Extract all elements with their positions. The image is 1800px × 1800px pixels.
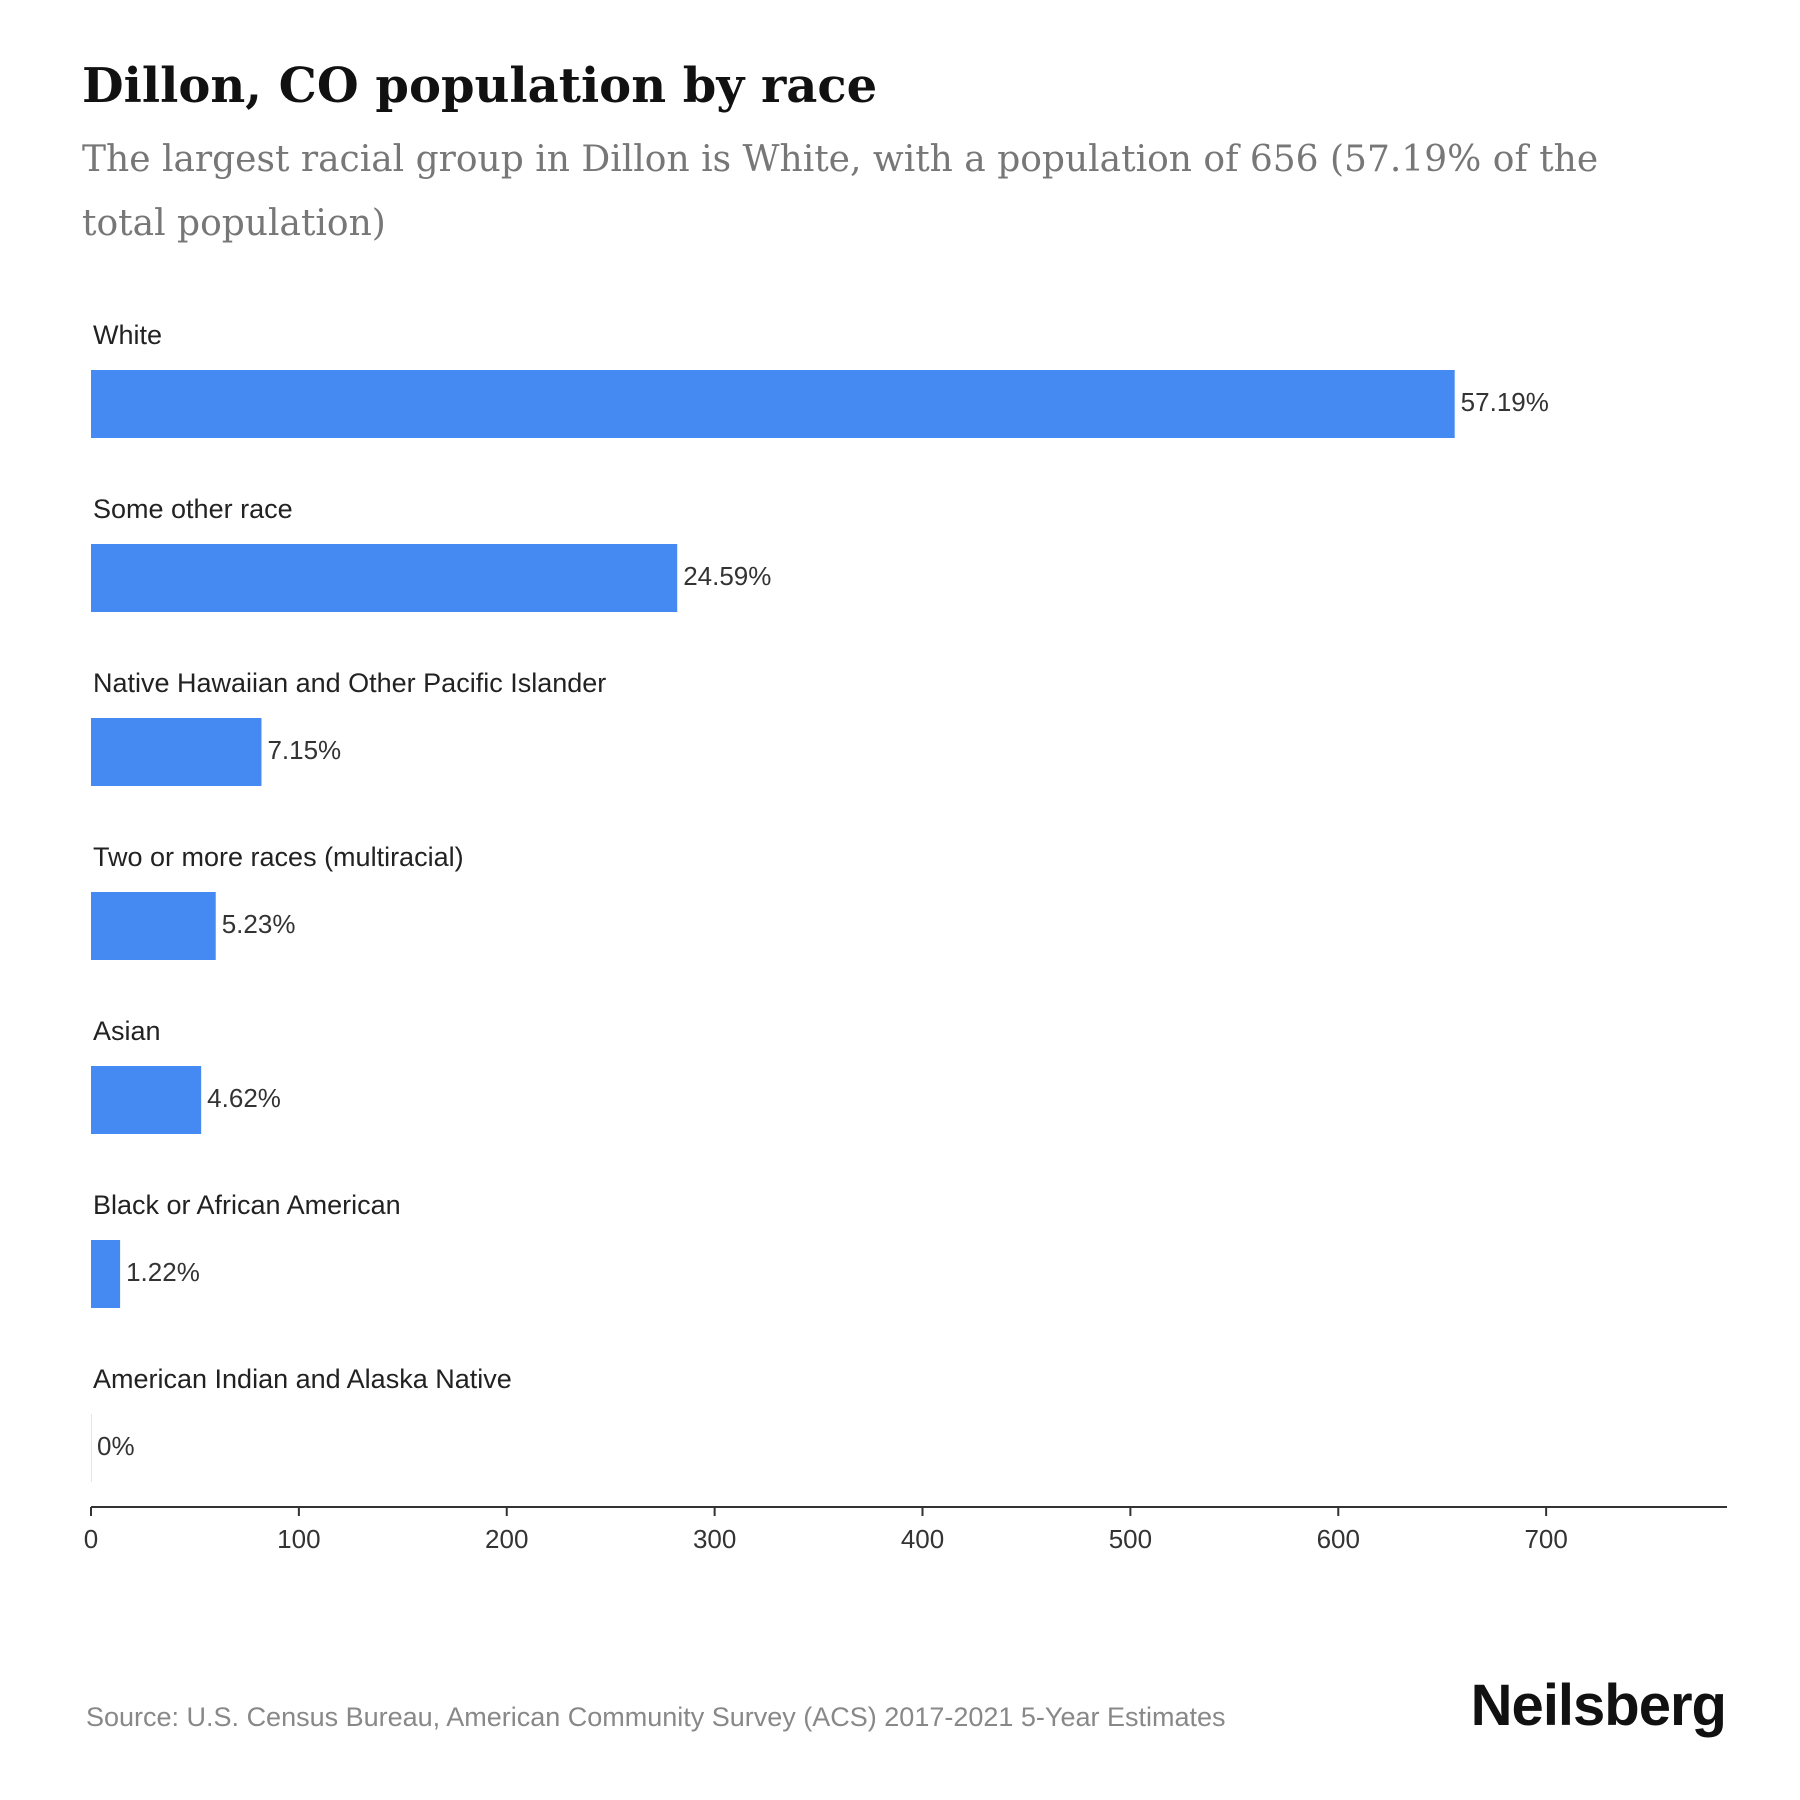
value-label: 24.59% bbox=[683, 561, 771, 591]
category-label: Black or African American bbox=[93, 1190, 401, 1220]
value-label: 57.19% bbox=[1461, 387, 1549, 417]
category-label: Native Hawaiian and Other Pacific Island… bbox=[93, 668, 606, 698]
bar[interactable] bbox=[91, 1066, 202, 1134]
value-label: 0% bbox=[97, 1431, 135, 1461]
category-label: Asian bbox=[93, 1016, 161, 1046]
chart-title: Dillon, CO population by race bbox=[82, 58, 878, 114]
x-tick-label: 700 bbox=[1524, 1524, 1567, 1554]
x-tick-label: 100 bbox=[277, 1524, 320, 1554]
x-tick-label: 600 bbox=[1317, 1524, 1360, 1554]
x-tick-label: 300 bbox=[693, 1524, 736, 1554]
x-tick-label: 500 bbox=[1109, 1524, 1152, 1554]
value-label: 7.15% bbox=[267, 735, 341, 765]
bars-layer: White 57.19% Some other race 24.59% Native H… bbox=[91, 320, 1549, 1482]
bar[interactable] bbox=[91, 718, 262, 786]
bar[interactable] bbox=[91, 544, 678, 612]
category-label: American Indian and Alaska Native bbox=[93, 1364, 512, 1394]
brand-logo[interactable]: Neilsberg bbox=[1470, 1673, 1727, 1738]
x-tick-label: 200 bbox=[485, 1524, 528, 1554]
bar[interactable] bbox=[91, 892, 216, 960]
x-axis: 0 100 200 300 400 500 600 700 bbox=[84, 1506, 1727, 1554]
chart-subtitle: The largest racial group in Dillon is Wh… bbox=[82, 139, 1599, 244]
bar[interactable] bbox=[91, 1240, 121, 1308]
source-note: Source: U.S. Census Bureau, American Com… bbox=[86, 1702, 1226, 1732]
value-label: 1.22% bbox=[126, 1257, 200, 1287]
bar[interactable] bbox=[91, 370, 1455, 438]
category-label: White bbox=[93, 320, 162, 350]
x-tick-label: 0 bbox=[84, 1524, 98, 1554]
category-label: Two or more races (multiracial) bbox=[93, 842, 464, 872]
value-label: 4.62% bbox=[207, 1083, 281, 1113]
bar[interactable] bbox=[91, 1414, 92, 1482]
x-tick-label: 400 bbox=[901, 1524, 944, 1554]
category-label: Some other race bbox=[93, 494, 293, 524]
value-label: 5.23% bbox=[222, 909, 296, 939]
